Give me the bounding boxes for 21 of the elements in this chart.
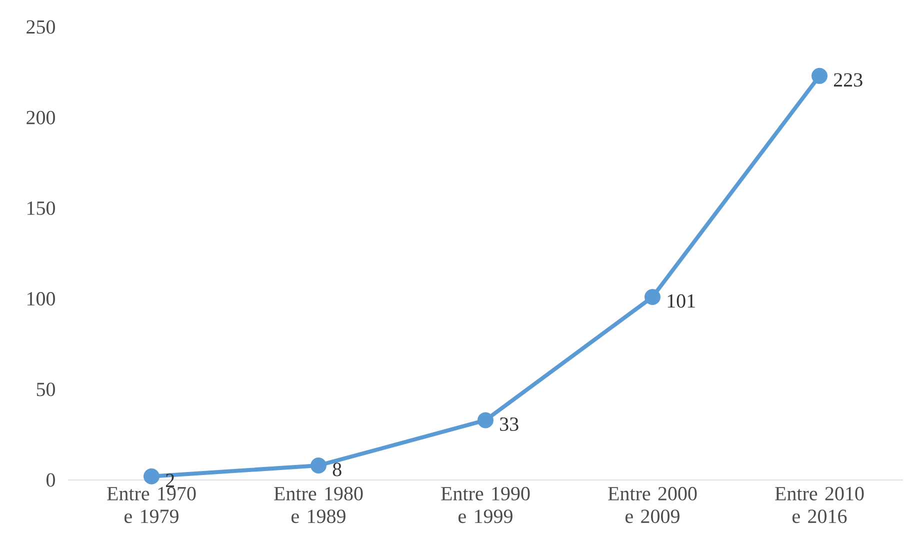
y-tick-label: 200 [26,110,55,124]
point [478,412,494,428]
data-label: 101 [668,294,695,308]
data-label: 2 [166,474,174,487]
data-label: 8 [332,462,342,476]
point [310,457,327,474]
y-tick-label: 0 [46,473,55,487]
y-tick-label: 50 [36,382,55,396]
y-tick-label: 150 [28,201,55,215]
y-tick-label: 100 [28,292,55,306]
data-label: 223 [834,73,862,87]
x-tick-label: Entre 1980 e 1989 [274,486,363,524]
x-tick-label: Entre 2000 e 2009 [608,486,697,524]
point [811,68,828,84]
y-tick-label: 250 [26,20,55,34]
x-tick-label: Entre 1990 e 1999 [441,486,530,524]
x-tick-label: Entre 1970 e 1979 [107,486,196,524]
point [144,468,160,484]
point [644,288,660,305]
x-tick-label: Entre 2010 e 2016 [775,486,864,524]
data-label: 33 [500,417,518,431]
